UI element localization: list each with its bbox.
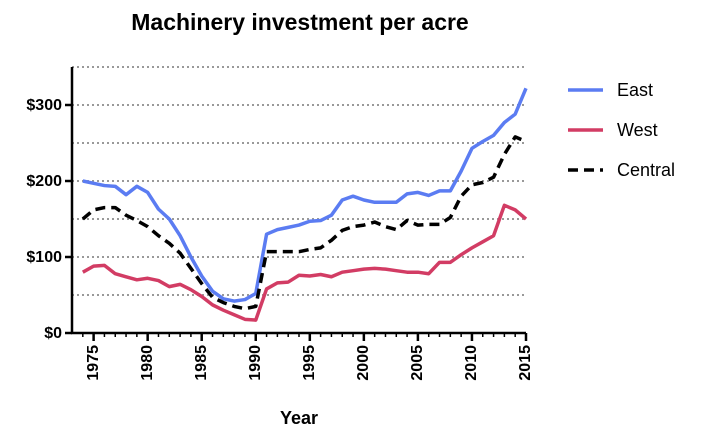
legend-label: East [617, 80, 653, 100]
x-tick-label: 1975 [85, 345, 102, 381]
legend-label: West [617, 120, 658, 140]
x-tick-label: 1995 [301, 345, 318, 381]
y-tick-label: $0 [44, 325, 62, 342]
legend-label: Central [617, 160, 675, 180]
x-tick-label: 2015 [517, 345, 534, 381]
line-series [81, 135, 527, 311]
x-axis-title: Year [280, 408, 318, 428]
y-tick-label: $200 [26, 173, 62, 190]
x-tick-label: 2005 [409, 345, 426, 381]
line-series [82, 87, 528, 303]
y-tick-label: $300 [26, 97, 62, 114]
chart-title: Machinery investment per acre [131, 9, 468, 35]
x-tick-label: 2010 [463, 345, 480, 381]
line-series [81, 203, 528, 322]
x-tick-label: 2000 [355, 345, 372, 381]
x-tick-label: 1980 [139, 345, 156, 381]
y-tick-label: $100 [26, 249, 62, 266]
x-tick-label: 1990 [247, 345, 264, 381]
x-tick-label: 1985 [193, 345, 210, 381]
